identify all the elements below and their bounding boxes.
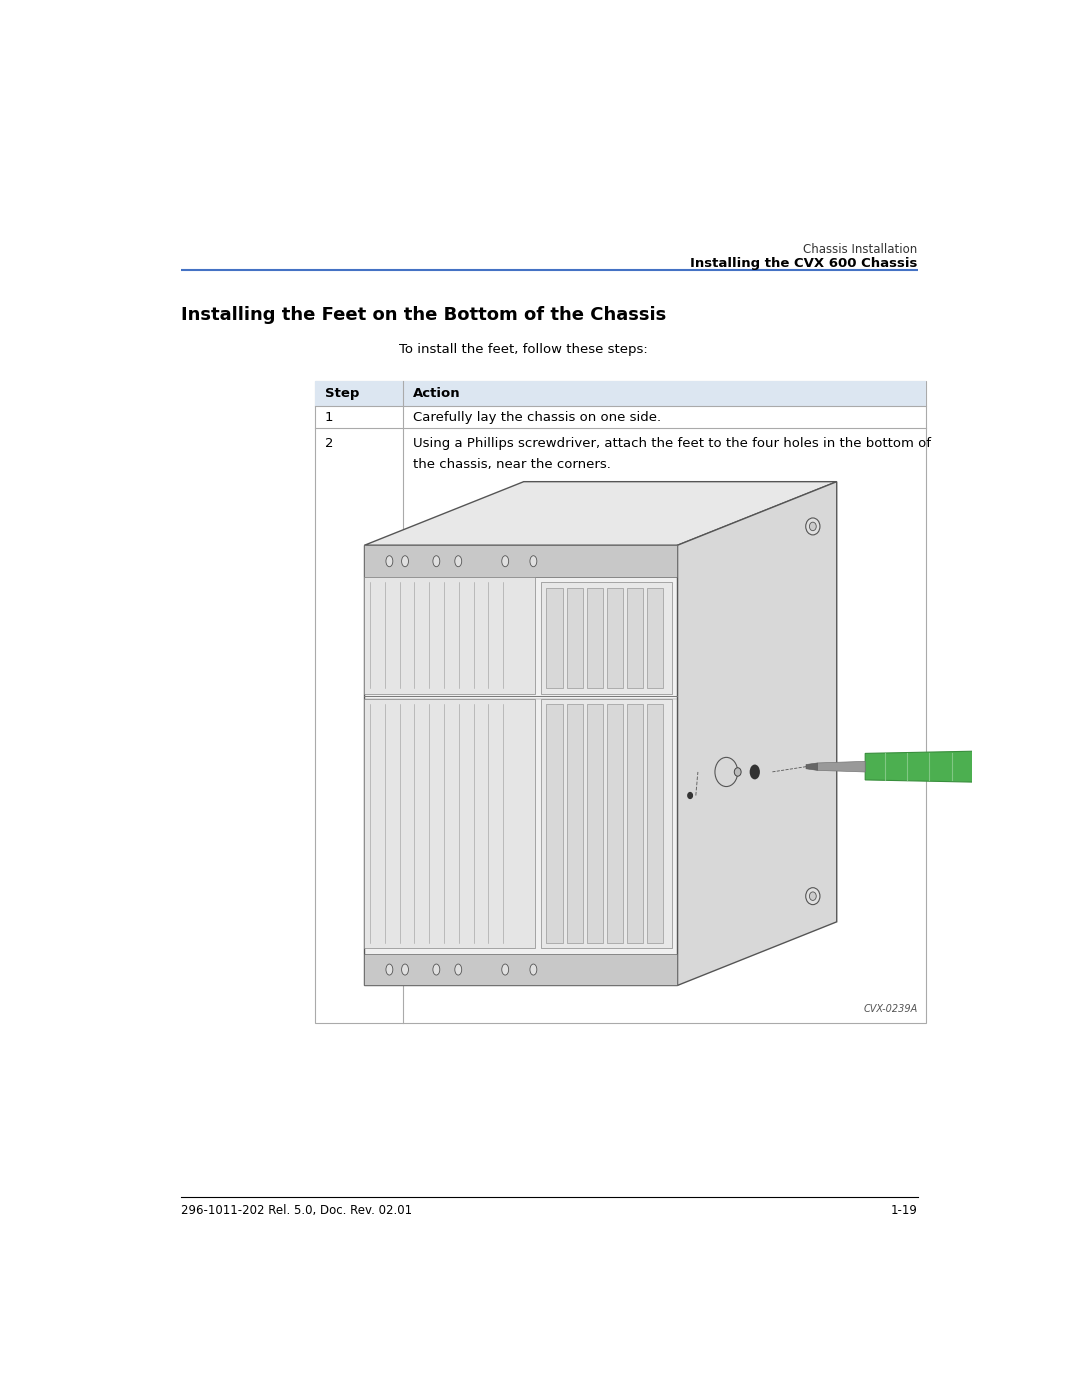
Bar	[567, 704, 583, 943]
Ellipse shape	[530, 964, 537, 975]
Ellipse shape	[386, 556, 393, 567]
Ellipse shape	[734, 768, 741, 777]
Bar	[567, 588, 583, 689]
Bar	[364, 698, 535, 949]
Bar	[541, 583, 672, 694]
Text: To install the feet, follow these steps:: To install the feet, follow these steps:	[399, 342, 647, 356]
Ellipse shape	[809, 891, 816, 901]
Text: 1: 1	[325, 411, 334, 423]
Ellipse shape	[386, 964, 393, 975]
Text: the chassis, near the corners.: the chassis, near the corners.	[413, 458, 611, 471]
Circle shape	[688, 792, 692, 799]
Ellipse shape	[502, 556, 509, 567]
Text: CVX-0239A: CVX-0239A	[863, 1004, 918, 1014]
Bar	[647, 704, 663, 943]
Ellipse shape	[809, 522, 816, 531]
Bar	[364, 545, 677, 577]
Ellipse shape	[433, 964, 440, 975]
Ellipse shape	[433, 556, 440, 567]
Bar	[627, 588, 643, 689]
Polygon shape	[806, 763, 818, 770]
Text: 296-1011-202 Rel. 5.0, Doc. Rev. 02.01: 296-1011-202 Rel. 5.0, Doc. Rev. 02.01	[181, 1204, 413, 1217]
Polygon shape	[865, 750, 996, 782]
Bar	[627, 704, 643, 943]
Ellipse shape	[750, 764, 760, 780]
Text: Installing the Feet on the Bottom of the Chassis: Installing the Feet on the Bottom of the…	[181, 306, 666, 324]
Ellipse shape	[455, 556, 461, 567]
Bar	[586, 704, 603, 943]
Ellipse shape	[502, 964, 509, 975]
Text: Installing the CVX 600 Chassis: Installing the CVX 600 Chassis	[690, 257, 918, 270]
Text: Carefully lay the chassis on one side.: Carefully lay the chassis on one side.	[413, 411, 661, 423]
Bar	[315, 380, 926, 407]
Text: Chassis Installation: Chassis Installation	[804, 243, 918, 256]
Ellipse shape	[402, 556, 408, 567]
Ellipse shape	[715, 757, 738, 787]
Bar	[607, 588, 623, 689]
Ellipse shape	[806, 887, 820, 905]
Bar	[315, 380, 926, 1023]
Bar	[607, 704, 623, 943]
Text: 1-19: 1-19	[891, 1204, 918, 1217]
Polygon shape	[818, 761, 865, 773]
Bar	[586, 588, 603, 689]
Text: Step: Step	[325, 387, 360, 400]
Ellipse shape	[530, 556, 537, 567]
Bar	[546, 704, 563, 943]
Ellipse shape	[455, 964, 461, 975]
Bar	[364, 577, 535, 694]
Ellipse shape	[806, 518, 820, 535]
Bar	[364, 545, 677, 985]
Text: Using a Phillips screwdriver, attach the feet to the four holes in the bottom of: Using a Phillips screwdriver, attach the…	[413, 437, 931, 450]
Ellipse shape	[402, 964, 408, 975]
Bar	[541, 698, 672, 949]
Bar	[546, 588, 563, 689]
Polygon shape	[677, 482, 837, 985]
Text: 2: 2	[325, 437, 334, 450]
Bar	[647, 588, 663, 689]
Polygon shape	[364, 482, 837, 545]
Text: Action: Action	[413, 387, 460, 400]
Bar	[364, 954, 677, 985]
